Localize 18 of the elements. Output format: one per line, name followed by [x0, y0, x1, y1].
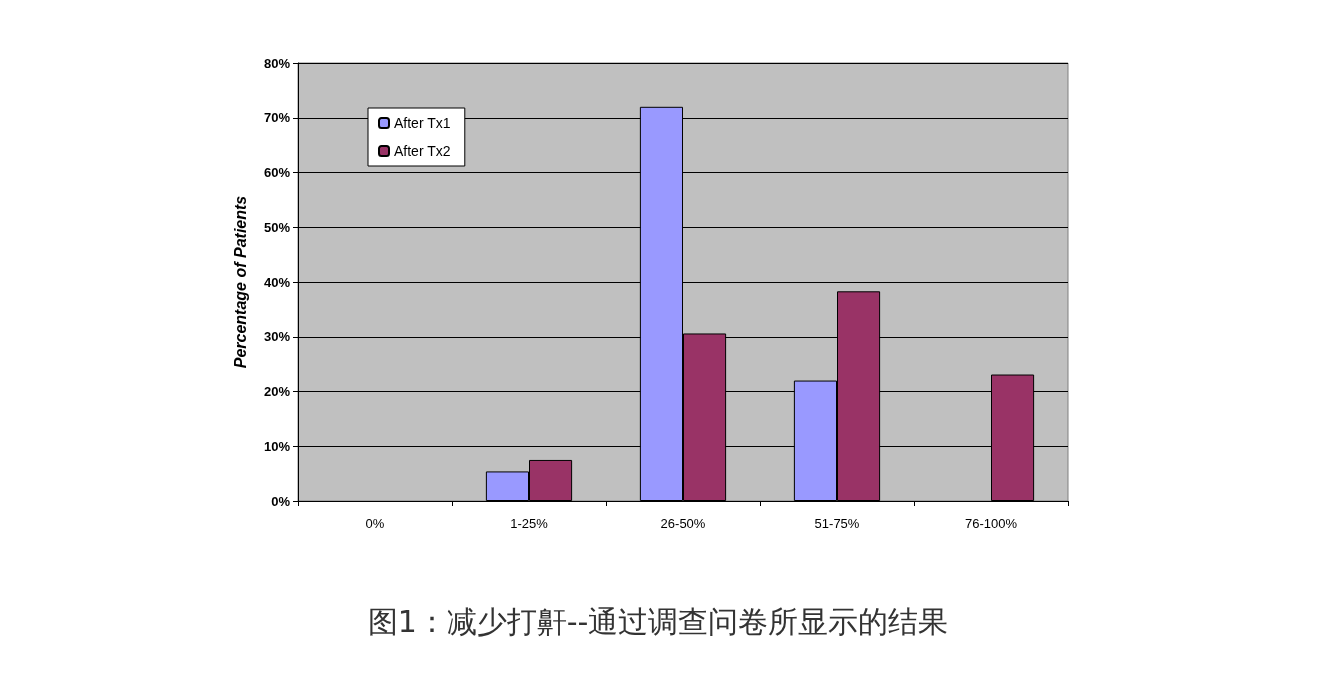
x-tick-label: 1-25%	[510, 516, 549, 531]
y-tick-label: 40%	[263, 274, 291, 290]
y-tick-label: 10%	[263, 438, 291, 454]
caption: 图1：减少打鼾--通过调查问卷所显示的结果	[367, 603, 949, 639]
y-tick-label: 0%	[271, 493, 291, 509]
y-tick-label: 80%	[263, 55, 291, 71]
x-tick-label: 26-50%	[660, 516, 706, 531]
y-tick-label: 50%	[263, 219, 291, 235]
legend-label: After Tx2	[394, 143, 451, 159]
x-tick-label: 76-100%	[964, 516, 1018, 531]
y-tick-label: 60%	[263, 165, 291, 180]
y-axis-title: Percentage of Patients	[231, 195, 249, 369]
legend-label: After Tx1	[394, 115, 451, 131]
y-tick-label: 20%	[263, 384, 291, 399]
y-tick-label: 30%	[263, 329, 291, 345]
y-tick-label: 70%	[263, 110, 291, 126]
x-tick-label: 0%	[365, 516, 385, 531]
x-tick-label: 51-75%	[814, 516, 860, 531]
